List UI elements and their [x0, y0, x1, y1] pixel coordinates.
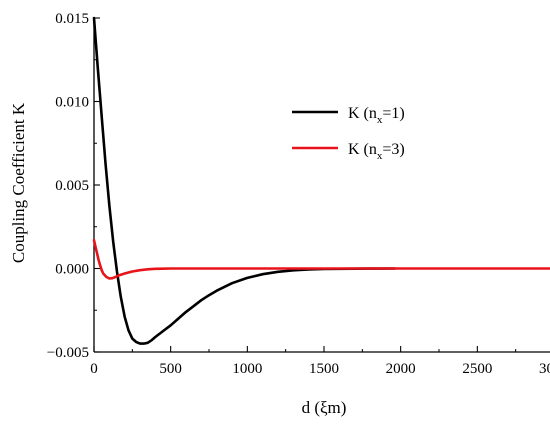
legend-label-tail: =1)	[382, 105, 404, 122]
y-tick-label: 0.005	[55, 178, 89, 194]
legend-label-1: K (nx=1)	[348, 105, 405, 126]
x-tick-label: 1000	[232, 361, 262, 377]
legend-label-subscript: x	[377, 150, 383, 162]
legend-label-main: K (n	[348, 105, 377, 122]
legend-label-2: K (nx=3)	[348, 141, 405, 162]
y-axis-title: Coupling Coefficient K	[9, 102, 28, 263]
legend-label-tail: =3)	[382, 141, 404, 158]
y-tick-label: 0.015	[55, 11, 89, 27]
y-tick-label: 0.010	[55, 95, 89, 111]
series-line-2	[92, 238, 550, 280]
x-tick-label: 3000	[539, 361, 550, 377]
x-tick-label: 1500	[309, 361, 339, 377]
x-tick-label: 500	[159, 361, 182, 377]
x-tick-label: 2500	[462, 361, 492, 377]
y-tick-label: −0.005	[47, 345, 89, 361]
legend: K (nx=1)K (nx=3)	[292, 105, 405, 162]
x-tick-label: 2000	[386, 361, 416, 377]
legend-label-main: K (n	[348, 141, 377, 158]
plot-axes	[93, 18, 550, 353]
x-tick-label: 0	[90, 361, 98, 377]
y-tick-label: 0.000	[55, 262, 89, 278]
series-line-1	[92, 16, 396, 345]
x-axis-title: d (ξm)	[302, 398, 347, 417]
axis-ticks: 0 500 1000 1500 2000 2500 3000 −0.005 0.000 0.005…	[47, 11, 550, 377]
data-series	[92, 16, 550, 345]
legend-label-subscript: x	[377, 114, 383, 126]
